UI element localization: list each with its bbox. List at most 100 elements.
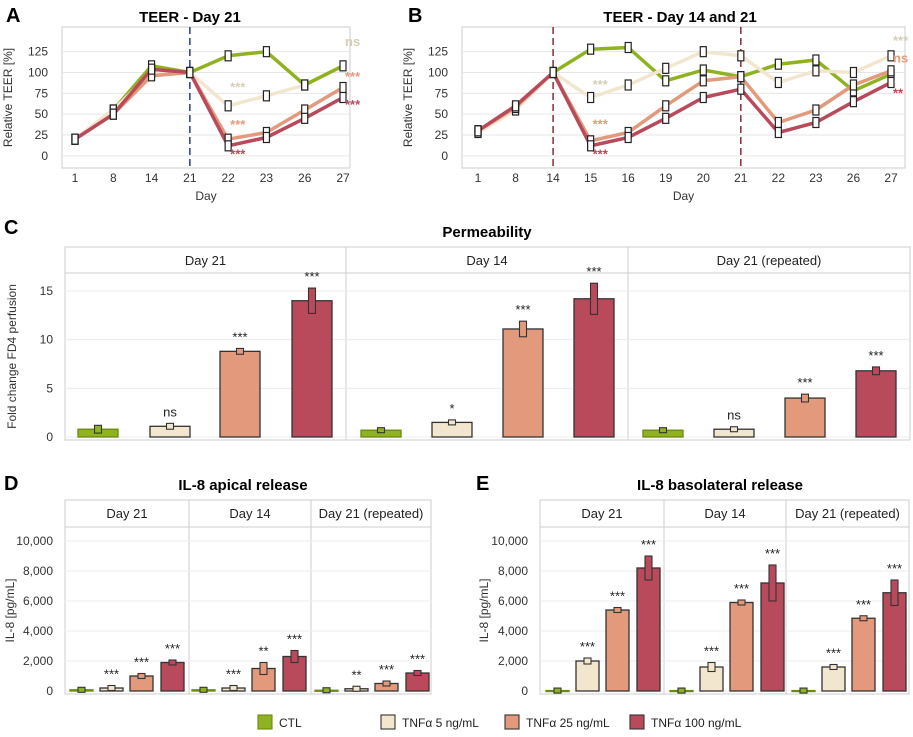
y-tick-label: 50 — [435, 107, 449, 121]
y-tick-label: 10,000 — [491, 534, 528, 548]
error-bar — [290, 649, 299, 664]
x-axis-label: Day — [673, 189, 694, 203]
error-bar — [613, 606, 622, 614]
series-line-t100 — [477, 70, 892, 148]
data-point — [849, 79, 858, 91]
data-point — [186, 66, 194, 79]
significance-label: *** — [230, 117, 246, 132]
panel-label: C — [4, 217, 18, 239]
plot-area — [61, 26, 351, 169]
data-point — [737, 50, 745, 62]
plot-area — [64, 246, 911, 441]
x-tick-label: 27 — [336, 171, 350, 185]
chart-title: IL-8 basolateral release — [637, 477, 803, 494]
y-tick-label: 4,000 — [498, 624, 528, 638]
x-tick-label: 23 — [809, 171, 823, 185]
data-point — [262, 46, 271, 58]
data-point — [224, 140, 232, 152]
data-point — [147, 63, 156, 75]
error-bar — [107, 684, 116, 692]
x-tick-label: 1 — [475, 171, 482, 185]
significance-label: *** — [610, 589, 625, 604]
error-bar — [376, 427, 386, 434]
x-tick-label: 21 — [734, 171, 748, 185]
series-line-t100 — [74, 67, 344, 148]
data-point — [812, 65, 820, 77]
bar-t25 — [502, 328, 544, 438]
panel-d: D IL-8 apical release 0 2,000 4,000 6,000 8,00… — [3, 473, 432, 698]
data-point — [624, 41, 632, 54]
y-tick-label: 0 — [41, 149, 48, 163]
error-bar — [707, 661, 716, 673]
data-point — [339, 81, 347, 94]
group-header: Day 21 (repeated) — [717, 253, 822, 268]
significance-label: *** — [586, 264, 601, 279]
data-point — [662, 75, 670, 87]
significance-label: *** — [593, 77, 609, 92]
chart-title: IL-8 apical release — [178, 477, 307, 494]
data-point — [224, 50, 232, 62]
legend-swatch-t100 — [629, 714, 645, 730]
y-tick-label: 5 — [46, 381, 53, 395]
data-point — [511, 100, 520, 112]
bar-t100 — [160, 661, 185, 692]
data-point — [224, 100, 232, 112]
panel-a: A TEER - Day 21 0 25 50 75 100 125 1 8 14 21 22 23 26 2… — [1, 5, 361, 203]
data-point — [301, 112, 309, 124]
y-tick-label: 6,000 — [498, 594, 528, 608]
error-bar — [658, 427, 668, 434]
significance-label: ns — [163, 404, 177, 419]
x-tick-label: 8 — [110, 171, 117, 185]
error-bar — [137, 672, 146, 680]
data-point — [737, 83, 745, 95]
plot-area — [461, 26, 906, 169]
error-bar — [518, 320, 528, 338]
group-header: Day 14 — [229, 506, 270, 521]
y-tick-label: 6,000 — [23, 594, 53, 608]
data-point — [587, 140, 595, 152]
bar-t100 — [291, 300, 333, 438]
bar-t25 — [729, 601, 754, 692]
significance-label: *** — [379, 662, 394, 677]
y-tick-label: 25 — [35, 128, 49, 142]
error-bar — [447, 419, 457, 426]
error-bar — [307, 287, 317, 314]
x-tick-label: 14 — [546, 171, 560, 185]
error-bar — [589, 282, 599, 315]
significance-label: *** — [797, 375, 812, 390]
significance-label: *** — [165, 641, 180, 656]
x-axis-label: Day — [195, 189, 216, 203]
legend-label: TNFα 100 ng/mL — [651, 716, 742, 730]
data-point — [774, 58, 782, 70]
error-bar — [800, 393, 810, 403]
x-tick-label: 1 — [72, 171, 79, 185]
x-tick-label: 26 — [847, 171, 861, 185]
error-bar — [737, 599, 746, 606]
error-bar — [259, 661, 268, 676]
significance-label: *** — [734, 581, 749, 596]
x-tick-label: 21 — [183, 171, 197, 185]
significance-label: *** — [641, 537, 656, 552]
significance-label: *** — [230, 80, 246, 95]
data-point — [849, 96, 858, 108]
y-tick-label: 125 — [428, 45, 448, 59]
series-line-t25 — [477, 69, 892, 143]
error-bar — [199, 686, 208, 693]
significance-label: ns — [727, 408, 741, 423]
x-tick-label: 16 — [622, 171, 636, 185]
data-point — [662, 112, 670, 124]
bar-t100 — [855, 370, 897, 438]
group-header: Day 21 — [581, 506, 622, 521]
data-point — [887, 50, 895, 62]
data-point — [699, 64, 707, 76]
significance-label: *** — [893, 33, 909, 48]
significance-label: *** — [887, 561, 902, 576]
data-point — [262, 90, 271, 102]
data-point — [774, 76, 782, 89]
x-tick-label: 22 — [772, 171, 786, 185]
data-point — [699, 91, 707, 104]
significance-label: *** — [134, 655, 149, 670]
data-point — [549, 66, 557, 79]
plot-area — [64, 499, 432, 695]
error-bar — [583, 657, 592, 665]
